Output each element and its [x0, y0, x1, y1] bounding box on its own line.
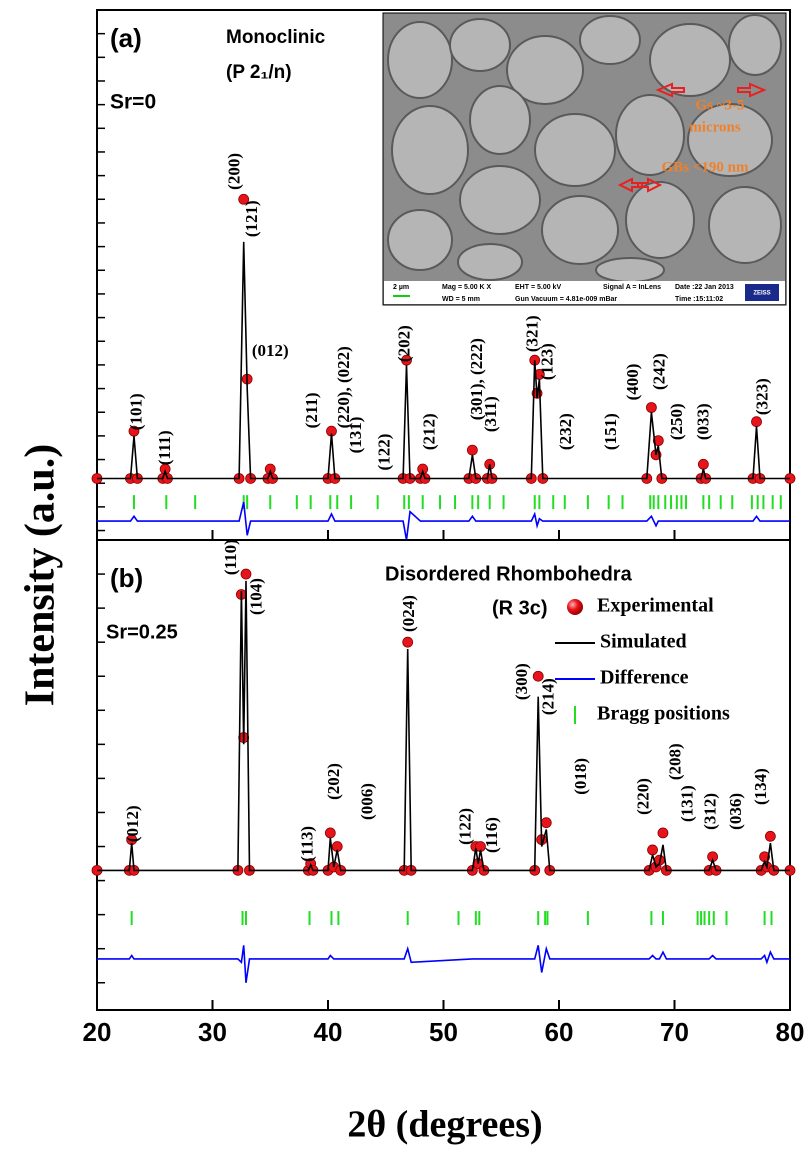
- peak-label: (400): [623, 364, 642, 401]
- data-point: [467, 445, 477, 455]
- data-point: [241, 569, 251, 579]
- peak-label: (202): [324, 763, 343, 800]
- legend-swatch: [567, 599, 583, 615]
- peak-label: (113): [297, 826, 316, 862]
- grain-size: Gs ~3-5: [695, 97, 744, 113]
- x-axis-label: 2θ (degrees): [347, 1104, 542, 1146]
- peak-label: (123): [538, 343, 557, 380]
- peak-label: (250): [667, 403, 686, 440]
- peak-label: (024): [399, 595, 418, 632]
- sem-time: Time :15:11:02: [675, 296, 723, 303]
- sem-wd: WD = 5 mm: [442, 296, 480, 303]
- x-tick-label: 50: [429, 1017, 458, 1047]
- sem-scale: 2 µm: [393, 284, 409, 291]
- space-group: (R 3c): [492, 597, 548, 619]
- peak-label: (208): [666, 743, 685, 780]
- grain-boundary: GBs <190 nm: [662, 159, 749, 175]
- x-tick-label: 60: [545, 1017, 574, 1047]
- peak-label: (202): [394, 325, 413, 362]
- peak-label: (131): [677, 785, 696, 822]
- legend-label: Bragg positions: [597, 703, 730, 725]
- peak-label: (134): [751, 768, 770, 805]
- x-tick-label: 40: [314, 1017, 343, 1047]
- peak-label: (006): [357, 783, 376, 820]
- data-point: [698, 459, 708, 469]
- grain-size-unit: microns: [689, 119, 741, 135]
- sem-eht: EHT = 5.00 kV: [515, 284, 561, 291]
- peak-label: (116): [482, 817, 501, 853]
- y-axis-label: Intensity (a.u.): [18, 444, 64, 707]
- peak-label: (111): [155, 430, 174, 465]
- peak-label: (311): [481, 396, 500, 432]
- panel-label: (b): [110, 563, 143, 593]
- peak-label: (312): [700, 793, 719, 830]
- series-line: [97, 581, 790, 871]
- peak-label: (214): [539, 678, 558, 715]
- space-group: (P 2₁/n): [226, 62, 292, 83]
- peak-label: (300): [512, 663, 531, 700]
- peak-label: (012): [123, 805, 142, 842]
- peak-label: (033): [693, 403, 712, 440]
- peak-label: (018): [571, 758, 590, 795]
- peak-label: (122): [375, 434, 394, 471]
- peak-label: (151): [601, 413, 620, 450]
- sem-mag: Mag = 5.00 K X: [442, 284, 492, 291]
- sem-inset: Gs ~3-5 microns GBs <190 nm 2 µm Mag = 5…: [383, 13, 786, 305]
- data-point: [752, 417, 762, 427]
- peak-label: (323): [752, 378, 771, 415]
- series-line: [97, 945, 790, 983]
- x-tick-label: 70: [660, 1017, 689, 1047]
- legend-label: Difference: [600, 667, 689, 689]
- panel-label: (a): [110, 23, 142, 53]
- data-point: [646, 403, 656, 413]
- data-point: [325, 828, 335, 838]
- sem-date: Date :22 Jan 2013: [675, 284, 734, 291]
- composition: Sr=0.25: [106, 621, 178, 643]
- phase: Disordered Rhombohedra: [385, 563, 633, 585]
- peak-label: (211): [302, 392, 321, 428]
- data-point: [658, 828, 668, 838]
- peak-label: (121): [242, 200, 261, 237]
- x-tick-label: 20: [83, 1017, 112, 1047]
- peak-label: (012): [252, 341, 289, 360]
- peak-label: (212): [420, 413, 439, 450]
- peak-label: (036): [726, 793, 745, 830]
- data-point: [648, 845, 658, 855]
- peak-label: (104): [246, 578, 265, 615]
- legend-label: Simulated: [600, 631, 687, 653]
- composition: Sr=0: [110, 91, 156, 114]
- sem-vacuum: Gun Vacuum = 4.81e-009 mBar: [515, 296, 617, 303]
- peak-label: (220), (022): [334, 346, 353, 428]
- data-point: [541, 818, 551, 828]
- peak-label: (200): [225, 153, 244, 190]
- peak-label: (131): [346, 417, 365, 454]
- x-tick-label: 30: [198, 1017, 227, 1047]
- peak-label: (242): [650, 353, 669, 390]
- peak-label: (101): [126, 393, 145, 430]
- data-point: [403, 637, 413, 647]
- x-tick-label: 80: [776, 1017, 805, 1047]
- peak-label: (220): [633, 778, 652, 815]
- peak-label: (232): [556, 413, 575, 450]
- legend-label: Experimental: [597, 595, 714, 617]
- peak-label: (110): [221, 539, 240, 575]
- sem-brand: ZEISS: [753, 291, 770, 297]
- figure: Gs ~3-5 microns GBs <190 nm 2 µm Mag = 5…: [0, 0, 812, 1154]
- sem-signal: Signal A = InLens: [603, 284, 661, 291]
- phase: Monoclinic: [226, 27, 326, 48]
- peak-label: (122): [456, 808, 475, 845]
- data-point: [765, 831, 775, 841]
